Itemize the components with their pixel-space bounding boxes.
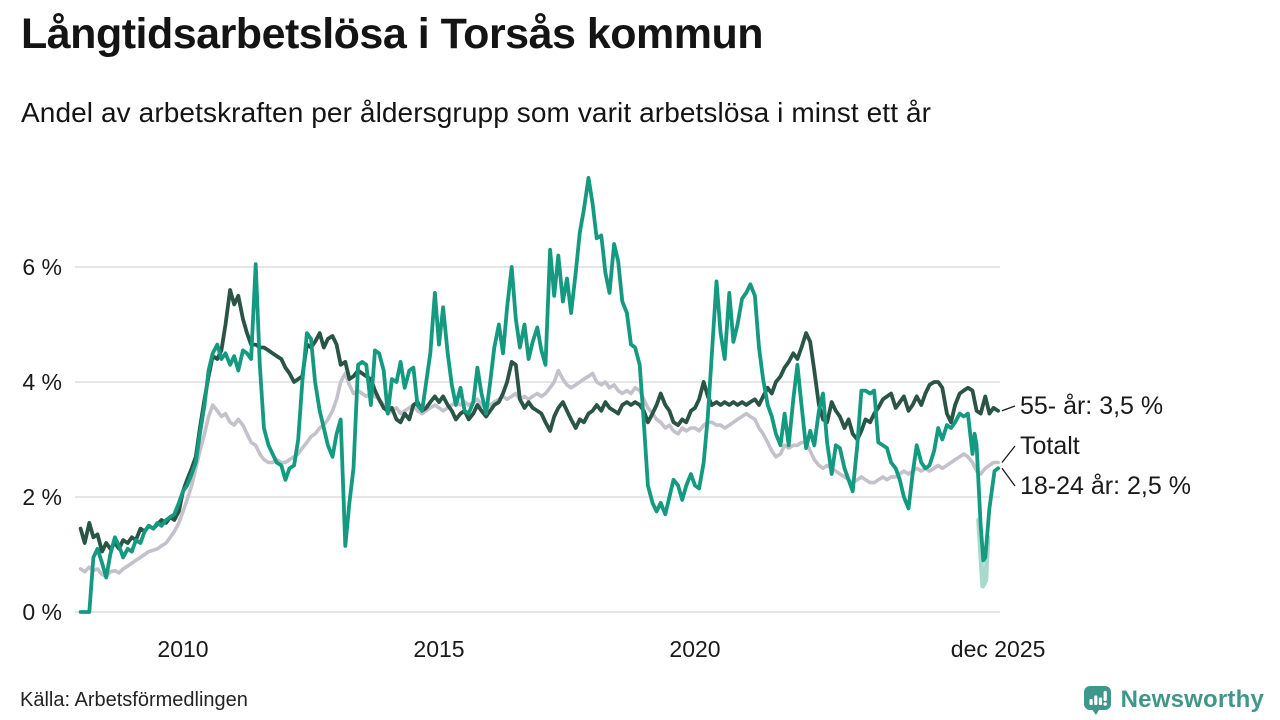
x-tick-label: 2020 (669, 636, 720, 662)
y-tick-label: 2 % (22, 484, 62, 510)
series-line-55-r (78, 288, 1000, 554)
x-tick-label: 2015 (413, 636, 464, 662)
annotation-connector (1001, 467, 1016, 487)
annotation-connector (1001, 445, 1016, 463)
y-tick-label: 4 % (22, 369, 62, 395)
series-line-faded-tail (976, 517, 991, 589)
source-note: Källa: Arbetsförmedlingen (20, 689, 248, 711)
series-end-label: 55- år: 3,5 % (1020, 392, 1163, 420)
annotation-connector (1001, 405, 1016, 412)
series-line-totalt (78, 368, 1000, 579)
y-tick-label: 0 % (22, 599, 62, 625)
page-subtitle: Andel av arbetskraften per åldersgrupp s… (21, 97, 932, 128)
series-end-label: Totalt (1020, 432, 1080, 460)
x-tick-label: 2010 (157, 636, 208, 662)
brand-name: Newsworthy (1120, 686, 1264, 713)
page-title: Långtidsarbetslösa i Torsås kommun (21, 10, 764, 58)
series-line-18-24-r (78, 175, 1000, 614)
y-tick-label: 6 % (22, 254, 62, 280)
series-end-label: 18-24 år: 2,5 % (1020, 472, 1191, 500)
x-tick-label: dec 2025 (951, 636, 1046, 662)
newsworthy-icon (1083, 686, 1111, 715)
brand-logo: Newsworthy (1082, 684, 1264, 716)
